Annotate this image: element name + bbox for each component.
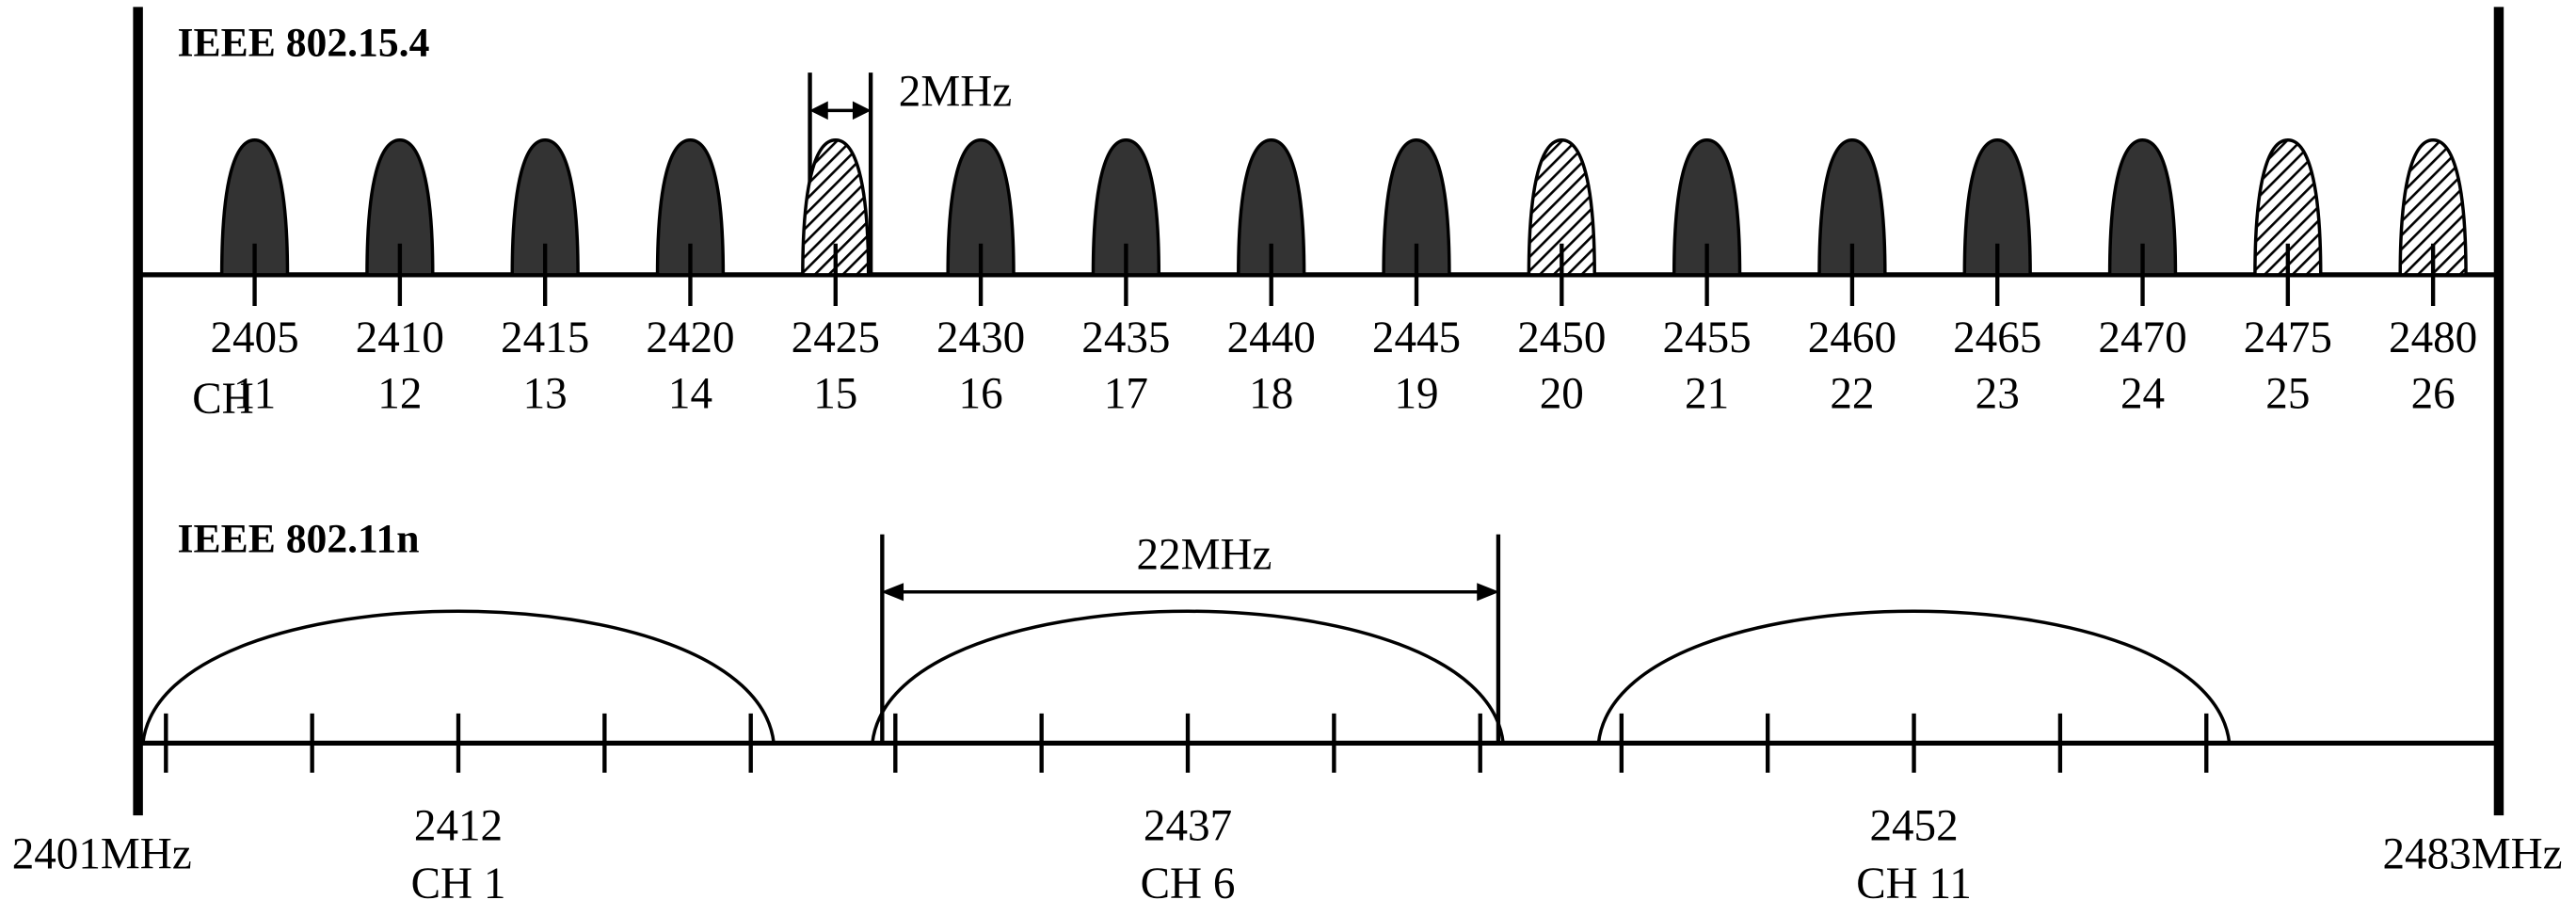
wifi-channel <box>871 609 1505 744</box>
wifi-channel <box>141 609 776 744</box>
wifi-title: IEEE 802.11n <box>178 516 420 561</box>
channel-number: 17 <box>1104 370 1148 419</box>
channel-freq: 2435 <box>1081 313 1170 362</box>
zigbee-channel <box>1817 137 1887 277</box>
channel-freq: 2480 <box>2389 313 2477 362</box>
zigbee-channel <box>1091 137 1161 277</box>
zigbee-channel <box>510 137 580 277</box>
channel-freq: 2437 <box>1144 802 1232 851</box>
channel-freq: 2475 <box>2244 313 2332 362</box>
ch-label: CH <box>192 375 253 424</box>
dim-arrow <box>809 101 872 121</box>
channel-freq: 2455 <box>1663 313 1752 362</box>
channel-number: 25 <box>2265 370 2310 419</box>
channel-freq: 2415 <box>501 313 589 362</box>
zigbee-channel <box>946 137 1016 277</box>
zigbee-channel <box>1382 137 1451 277</box>
zigbee-channel <box>2253 137 2323 277</box>
channel-number: 11 <box>233 370 276 419</box>
channel-number: 26 <box>2411 370 2456 419</box>
channel-freq: 2412 <box>414 802 503 851</box>
channel-number: CH 11 <box>1856 860 1972 908</box>
zigbee-bandwidth: 2MHz <box>899 67 1012 116</box>
zigbee-channel <box>219 137 290 277</box>
channel-number: 12 <box>377 370 422 419</box>
channel-freq: 2405 <box>210 313 298 362</box>
channel-number: 22 <box>1830 370 1874 419</box>
dim-arrow <box>881 583 1500 602</box>
channel-freq: 2460 <box>1808 313 1896 362</box>
channel-number: 15 <box>813 370 857 419</box>
zigbee-channel <box>2107 137 2178 277</box>
channel-freq: 2450 <box>1517 313 1606 362</box>
wifi-channel <box>1596 609 2232 744</box>
zigbee-channel <box>655 137 726 277</box>
channel-number: 23 <box>1976 370 2020 419</box>
zigbee-channel <box>1527 137 1596 277</box>
channel-number: 18 <box>1249 370 1293 419</box>
zigbee-channel <box>801 137 871 277</box>
zigbee-channel <box>1237 137 1306 277</box>
zigbee-title: IEEE 802.15.4 <box>178 20 430 65</box>
channel-freq: 2465 <box>1953 313 2041 362</box>
channel-number: CH 1 <box>411 860 506 908</box>
channel-number: 16 <box>959 370 1003 419</box>
channel-freq: 2440 <box>1227 313 1316 362</box>
channel-freq: 2470 <box>2098 313 2186 362</box>
channel-number: 19 <box>1394 370 1438 419</box>
channel-number: 20 <box>1540 370 1584 419</box>
channel-freq: 2452 <box>1869 802 1958 851</box>
channel-freq: 2425 <box>792 313 880 362</box>
zigbee-channel <box>1672 137 1742 277</box>
channel-number: 14 <box>668 370 712 419</box>
channel-number: 21 <box>1685 370 1729 419</box>
band-end: 2483MHz <box>2383 829 2563 878</box>
zigbee-channel <box>1962 137 2032 277</box>
wifi-bandwidth: 22MHz <box>1137 531 1272 580</box>
zigbee-channel <box>2398 137 2468 277</box>
channel-number: 24 <box>2120 370 2165 419</box>
zigbee-channel <box>365 137 435 277</box>
channel-freq: 2445 <box>1372 313 1461 362</box>
channel-freq: 2410 <box>356 313 444 362</box>
channel-freq: 2430 <box>936 313 1025 362</box>
channel-number: CH 6 <box>1141 860 1236 908</box>
channel-number: 13 <box>523 370 568 419</box>
band-start: 2401MHz <box>12 829 192 878</box>
channel-freq: 2420 <box>646 313 734 362</box>
